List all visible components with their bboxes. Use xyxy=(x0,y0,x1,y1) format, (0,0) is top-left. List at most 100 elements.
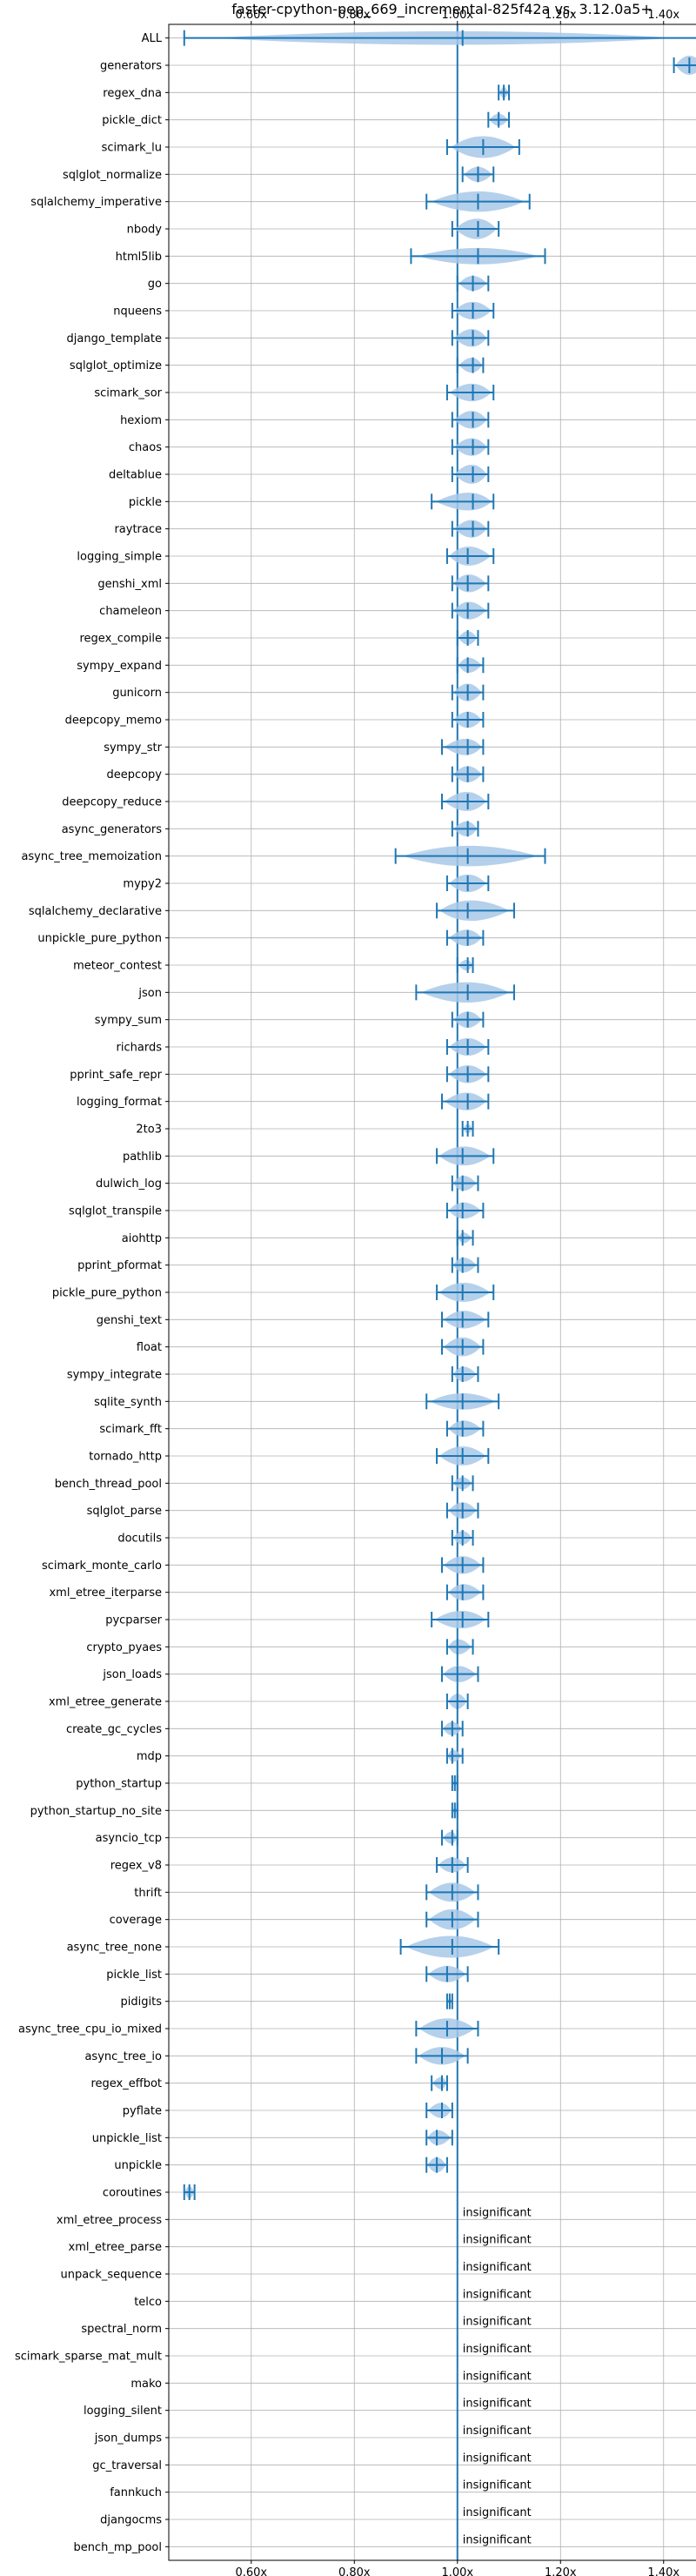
insignificant-label: insignificant xyxy=(463,2452,532,2465)
insignificant-label: insignificant xyxy=(463,2398,532,2411)
benchmark-label: pidigits xyxy=(121,1996,163,2009)
insignificant-label: insignificant xyxy=(463,2370,532,2383)
benchmark-label: sympy_str xyxy=(104,741,162,755)
label-layer: 0.60x 0.60x 0.80x 0.80x 1.00x 1.00x 1.20x 1.20x… xyxy=(15,9,679,2576)
benchmark-label: sympy_sum xyxy=(95,1014,162,1027)
benchmark-label: unpickle_pure_python xyxy=(37,932,162,945)
benchmark-label: sqlglot_normalize xyxy=(63,169,162,182)
benchmark-label: scimark_lu xyxy=(102,142,162,155)
insignificant-label: insignificant xyxy=(463,2261,532,2274)
benchmark-label: gc_traversal xyxy=(92,2459,162,2472)
benchmark-label: sqlglot_transpile xyxy=(69,1205,162,1218)
benchmark-label: scimark_fft xyxy=(99,1423,162,1436)
benchmark-label: 2to3 xyxy=(136,1124,162,1137)
benchmark-label: mypy2 xyxy=(123,878,162,891)
benchmark-label: logging_silent xyxy=(84,2405,162,2418)
benchmark-label: async_tree_memoization xyxy=(21,850,162,863)
x-tick-label-top: 0.80x xyxy=(338,9,371,22)
benchmark-label: generators xyxy=(100,60,162,73)
benchmark-label: go xyxy=(148,278,162,291)
insignificant-label: insignificant xyxy=(463,2206,532,2219)
benchmark-label: nbody xyxy=(127,224,163,237)
benchmark-label: docutils xyxy=(117,1533,162,1546)
insignificant-label: insignificant xyxy=(463,2533,532,2546)
benchmark-label: regex_dna xyxy=(103,87,162,100)
insignificant-label: insignificant xyxy=(463,2425,532,2438)
benchmark-label: aiohttp xyxy=(122,1232,162,1245)
plot-frame xyxy=(168,23,696,2561)
x-tick-label-bottom: 1.20x xyxy=(545,2566,577,2576)
x-tick-label-top: 1.40x xyxy=(647,9,679,22)
benchmark-label: chameleon xyxy=(99,605,162,618)
benchmark-label: nqueens xyxy=(113,305,162,319)
x-tick-label-top: 0.60x xyxy=(235,9,267,22)
benchmark-label: pprint_safe_repr xyxy=(70,1069,162,1082)
benchmark-label: async_tree_io xyxy=(84,2050,162,2063)
benchmark-label: tornado_http xyxy=(89,1451,162,1464)
benchmark-label: async_tree_none xyxy=(67,1942,162,1955)
benchmark-label: djangocms xyxy=(100,2514,162,2527)
x-tick-label-top: 1.20x xyxy=(545,9,577,22)
insignificant-label: insignificant xyxy=(463,2479,532,2492)
benchmark-label: python_startup xyxy=(76,1778,162,1791)
benchmark-label: regex_compile xyxy=(79,633,162,646)
benchmark-label: mako xyxy=(130,2378,162,2391)
benchmark-label: logging_simple xyxy=(77,551,162,564)
benchmark-label: deepcopy_reduce xyxy=(62,796,162,809)
benchmark-label: sqlalchemy_declarative xyxy=(29,905,162,918)
benchmark-label: unpack_sequence xyxy=(60,2269,162,2282)
x-tick-label-bottom: 0.80x xyxy=(338,2566,371,2576)
benchmark-label: bench_mp_pool xyxy=(73,2541,162,2554)
benchmark-label: xml_etree_iterparse xyxy=(49,1587,162,1600)
benchmark-label: pycparser xyxy=(105,1614,162,1627)
benchmark-label: regex_effbot xyxy=(90,2077,162,2090)
x-tick-label-bottom: 0.60x xyxy=(235,2566,267,2576)
benchmark-label: bench_thread_pool xyxy=(55,1478,162,1491)
benchmark-label: regex_v8 xyxy=(110,1860,162,1873)
x-tick-label-top: 1.00x xyxy=(441,9,473,22)
benchmark-label: sqlglot_optimize xyxy=(70,359,162,372)
benchmark-label: pickle_dict xyxy=(102,114,162,127)
benchmark-label: telco xyxy=(134,2296,162,2309)
benchmark-label: spectral_norm xyxy=(81,2323,162,2336)
benchmark-label: deepcopy xyxy=(106,768,162,782)
benchmark-label: sqlglot_parse xyxy=(87,1505,162,1518)
benchmark-label: gunicorn xyxy=(112,687,162,700)
benchmark-label: coroutines xyxy=(103,2187,162,2200)
benchmark-label: unpickle_list xyxy=(92,2132,162,2145)
chart-title: faster-cpython-pep_669_incremental-825f4… xyxy=(231,1,652,18)
benchmark-label: json_loads xyxy=(102,1668,162,1681)
benchmark-label: pathlib xyxy=(123,1150,162,1164)
benchmark-label: unpickle xyxy=(114,2159,162,2172)
benchmark-label: pprint_pformat xyxy=(77,1259,162,1272)
benchmark-label: xml_etree_generate xyxy=(49,1696,162,1709)
benchmark-label: scimark_sor xyxy=(94,387,162,400)
benchmark-label: deltablue xyxy=(109,469,162,482)
benchmark-label: genshi_text xyxy=(97,1314,162,1327)
benchmark-label: create_gc_cycles xyxy=(66,1723,162,1736)
benchmark-label: json xyxy=(137,987,162,1000)
benchmark-label: sympy_integrate xyxy=(67,1369,162,1382)
benchmark-label: xml_etree_parse xyxy=(69,2241,162,2254)
benchmark-label: sqlite_synth xyxy=(94,1396,162,1409)
benchmark-label: coverage xyxy=(110,1914,162,1927)
benchmark-label: django_template xyxy=(67,332,162,345)
benchmark-label: xml_etree_process xyxy=(57,2214,162,2227)
benchmark-label: scimark_sparse_mat_mult xyxy=(15,2351,162,2364)
benchmark-label: float xyxy=(137,1341,162,1354)
insignificant-label: insignificant xyxy=(463,2316,532,2329)
benchmark-label: logging_format xyxy=(77,1096,162,1109)
benchmark-label: async_generators xyxy=(62,823,163,836)
benchmark-label: deepcopy_memo xyxy=(65,714,162,728)
benchmark-label: sqlalchemy_imperative xyxy=(30,196,162,209)
benchmark-label: thrift xyxy=(134,1887,162,1900)
benchmark-label: hexiom xyxy=(120,414,162,427)
x-tick-label-bottom: 1.40x xyxy=(647,2566,679,2576)
benchmark-label: crypto_pyaes xyxy=(86,1641,162,1654)
benchmark-label: fannkuch xyxy=(110,2486,162,2499)
benchmark-label: chaos xyxy=(129,441,162,454)
benchmark-label: sympy_expand xyxy=(77,660,162,673)
insignificant-label: insignificant xyxy=(463,2506,532,2519)
x-tick-label-bottom: 1.00x xyxy=(441,2566,473,2576)
